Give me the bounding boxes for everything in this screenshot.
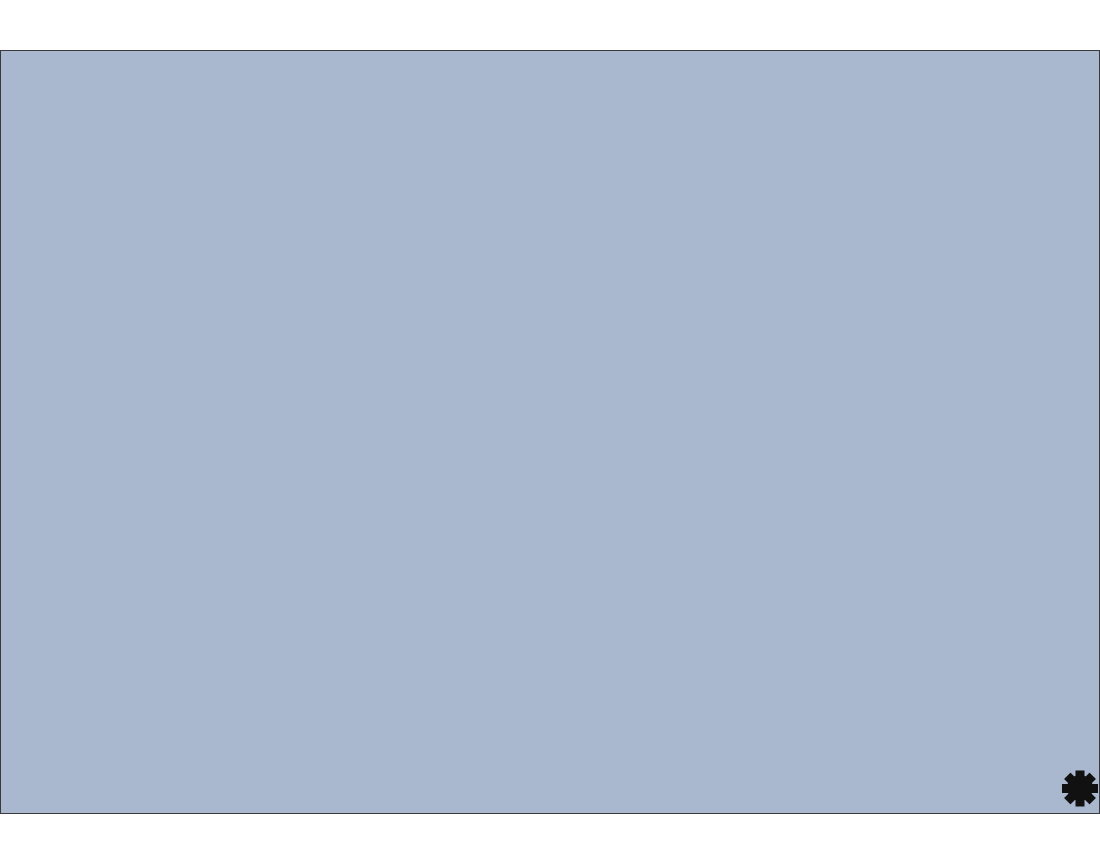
geography-overlay <box>1 51 1099 813</box>
map-viewport[interactable] <box>0 50 1100 814</box>
colorbar <box>0 814 1100 850</box>
colorbar-gradient <box>12 834 1088 848</box>
temperature-field-canvas <box>1 51 1099 813</box>
pivotal-weather-watermark <box>1062 761 1098 807</box>
gear-sun-icon <box>1062 770 1098 806</box>
map-header <box>0 0 1100 50</box>
colorbar-ticks <box>0 814 1100 834</box>
